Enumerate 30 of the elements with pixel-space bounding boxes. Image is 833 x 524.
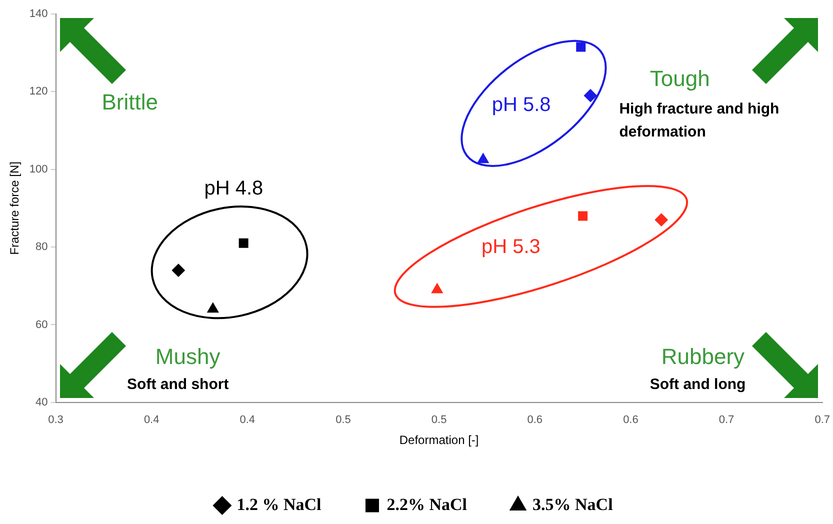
- y-tick-label: 140: [29, 8, 48, 20]
- x-tick-label: 0.5: [336, 414, 351, 426]
- annotation: Mushy: [155, 344, 220, 369]
- y-axis-title: Fracture force [N]: [8, 162, 22, 255]
- annotation: Rubbery: [661, 344, 745, 369]
- x-tick-label: 0.4: [240, 414, 256, 426]
- annotation: pH 4.8: [204, 177, 264, 200]
- annotation: Soft and long: [650, 376, 746, 394]
- annotation: Brittle: [102, 89, 158, 114]
- y-tick-label: 120: [29, 86, 48, 98]
- y-tick-label: 80: [36, 241, 48, 254]
- x-tick-label: 0.7: [718, 414, 734, 426]
- annotation: pH 5.8: [492, 94, 551, 116]
- x-tick-label: 0.4: [144, 414, 160, 426]
- x-tick-label: 0.3: [48, 414, 64, 426]
- x-axis-title: Deformation [-]: [399, 433, 479, 448]
- annotation: High fracture and high deformation: [619, 100, 780, 140]
- annotation: Tough: [650, 66, 710, 92]
- annotation: Soft and short: [127, 376, 229, 394]
- legend-label: 3.5% NaCl: [532, 494, 614, 514]
- y-tick-label: 100: [29, 163, 48, 176]
- x-tick-label: 0.5: [431, 414, 447, 426]
- annotation: pH 5.3: [481, 236, 540, 258]
- x-tick-label: 0.6: [623, 414, 638, 426]
- legend-label: 1.2 % NaCl: [236, 494, 322, 514]
- legend-label: 2.2% NaCl: [386, 494, 468, 514]
- y-tick-label: 60: [36, 318, 48, 331]
- x-tick-label: 0.6: [527, 414, 543, 426]
- y-tick-label: 40: [36, 396, 48, 408]
- x-tick-label: 0.7: [814, 414, 830, 426]
